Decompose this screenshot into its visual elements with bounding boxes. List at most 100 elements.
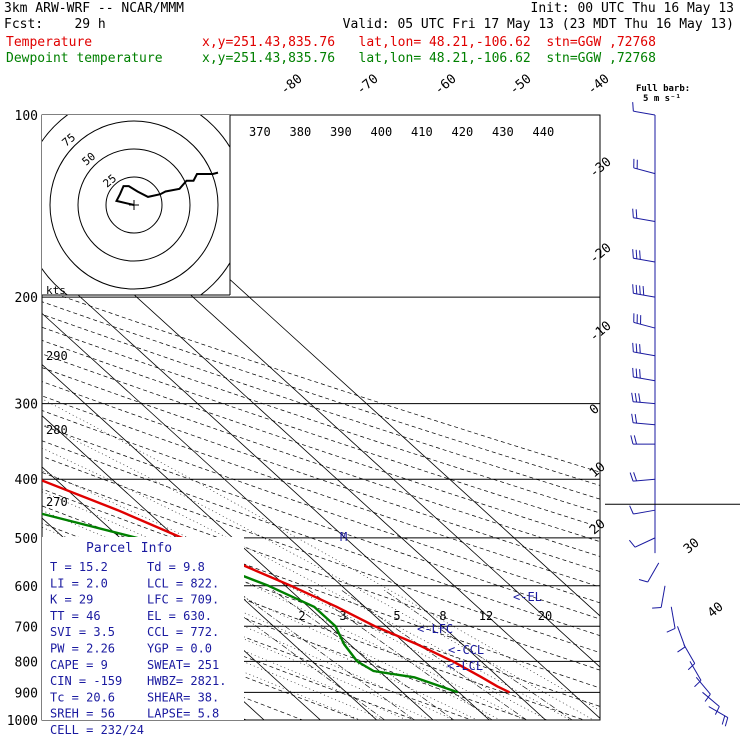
barb-flag	[639, 369, 641, 379]
barb-flag	[635, 209, 638, 219]
barb-flag	[635, 343, 638, 353]
dry-adiabat	[42, 558, 473, 720]
barb-flag	[631, 413, 634, 423]
isotherm-label: 40	[705, 600, 727, 622]
pressure-tick-label: 500	[15, 532, 38, 547]
barb-shaft	[633, 478, 656, 482]
barb-shaft	[633, 351, 656, 357]
grid-labels: 100 200 300 400 500 600 700 800 900 1000 -80 -70 -60…	[7, 71, 727, 729]
barb-shaft	[633, 376, 656, 382]
isotherm-label: 30	[681, 536, 703, 558]
barb-shaft	[689, 661, 702, 681]
mixing-ratio-label: 3	[339, 609, 346, 623]
barb-shaft	[633, 217, 656, 223]
barb-shaft	[633, 321, 656, 329]
wind-barb	[632, 284, 656, 298]
theta-e-label: 400	[371, 125, 393, 139]
barb-shaft	[633, 401, 656, 405]
hodograph-ring	[77, 148, 191, 262]
parcel-info-right: LAPSE= 5.8	[147, 707, 219, 721]
wind-barb	[689, 661, 702, 688]
isotherm-line	[42, 415, 378, 720]
isotherm-label: 20	[587, 517, 609, 539]
theta-e-label: 430	[492, 125, 514, 139]
pressure-tick-label: 400	[15, 473, 38, 488]
mixing-ratio-line	[341, 589, 528, 720]
wind-barb	[652, 585, 666, 609]
pressure-tick-label: 300	[15, 398, 38, 413]
header: 3km ARW-WRF -- NCAR/MMM Init: 00 UTC Thu…	[0, 0, 740, 70]
wind-barb	[638, 562, 660, 583]
wind-barb	[633, 158, 656, 175]
parcel-info-left: CELL = 232/24	[50, 723, 144, 737]
wind-barb	[629, 472, 656, 482]
dry-adiabat	[42, 410, 600, 604]
barb-shaft	[633, 509, 656, 515]
mixing-ratio-label: 5	[393, 609, 400, 623]
dry-adiabat	[42, 367, 600, 557]
wind-barb	[677, 626, 686, 653]
barb-flag	[635, 368, 638, 378]
barb-flag	[633, 435, 638, 445]
parcel-info-right: EL = 630.	[147, 609, 212, 623]
wind-barb	[666, 606, 676, 633]
barb-shaft	[633, 110, 656, 116]
wind-barb	[632, 208, 656, 223]
barb-flag	[629, 505, 634, 515]
barb-shaft	[647, 562, 660, 583]
temperature-legend-label: Temperature	[6, 35, 93, 50]
mixing-ratio-line	[308, 589, 493, 720]
barb-shaft	[670, 606, 676, 629]
barb-flag	[632, 249, 634, 259]
wind-barbs: Full barb: 5 m s⁻¹	[605, 84, 740, 727]
lfc-marker: <-LFC	[417, 622, 453, 636]
parcel-info-right: LFC = 709.	[147, 593, 219, 607]
barb-legend-title: Full barb:	[636, 84, 690, 94]
barb-flag	[639, 285, 641, 295]
wind-barb	[629, 505, 656, 515]
wind-barb	[632, 249, 656, 263]
dry-adiabat	[42, 440, 600, 637]
forecast-hour: Fcst: 29 h	[4, 17, 106, 32]
mixing-ratio-line	[206, 589, 386, 720]
hodograph-rings	[42, 115, 230, 295]
barb-flag	[652, 606, 662, 609]
isotherm-label: 10	[587, 460, 609, 482]
parcel-info-left: PW = 2.26	[50, 642, 115, 656]
pressure-tick-label: 100	[15, 109, 38, 124]
theta-label: 270	[46, 495, 68, 509]
pressure-tick-label: 200	[15, 291, 38, 306]
mixing-ratio-line	[384, 589, 573, 720]
isotherm-line	[42, 261, 547, 720]
moist-adiabat	[42, 423, 594, 720]
parcel-info-left: TT = 46	[50, 609, 101, 623]
isotherm-label: -80	[278, 71, 306, 98]
barb-flag	[632, 208, 634, 218]
wind-barb	[631, 413, 656, 426]
valid-time: Valid: 05 UTC Fri 17 May 13 (23 MDT Thu …	[342, 17, 734, 32]
barb-flag	[632, 342, 634, 352]
barb-flag	[632, 102, 634, 112]
barb-flag	[628, 539, 636, 548]
dewpoint-legend-label: Dewpoint temperature	[6, 51, 163, 66]
parcel-info-left: SREH = 56	[50, 707, 115, 721]
barb-legend-speed: 5 m s⁻¹	[643, 94, 681, 104]
mixing-ratio-line	[235, 589, 415, 720]
pressure-tick-label: 1000	[7, 714, 38, 729]
parcel-info-background	[42, 537, 244, 720]
wind-barb	[708, 706, 729, 727]
barb-shaft	[633, 257, 656, 263]
init-time: Init: 00 UTC Thu 16 May 13	[530, 1, 735, 16]
temperature-location: x,y=251.43,835.76 lat,lon= 48.21,-106.62…	[202, 35, 656, 50]
hodograph-ring	[105, 176, 163, 234]
wind-barb	[695, 676, 711, 702]
barb-shaft	[677, 626, 686, 648]
barb-shaft	[708, 706, 729, 718]
wind-barb	[632, 342, 656, 357]
pressure-tick-label: 800	[15, 655, 38, 670]
wind-barb	[683, 644, 696, 671]
model-title: 3km ARW-WRF -- NCAR/MMM	[4, 1, 185, 16]
barb-shaft	[660, 585, 666, 608]
theta-e-label: 390	[330, 125, 352, 139]
